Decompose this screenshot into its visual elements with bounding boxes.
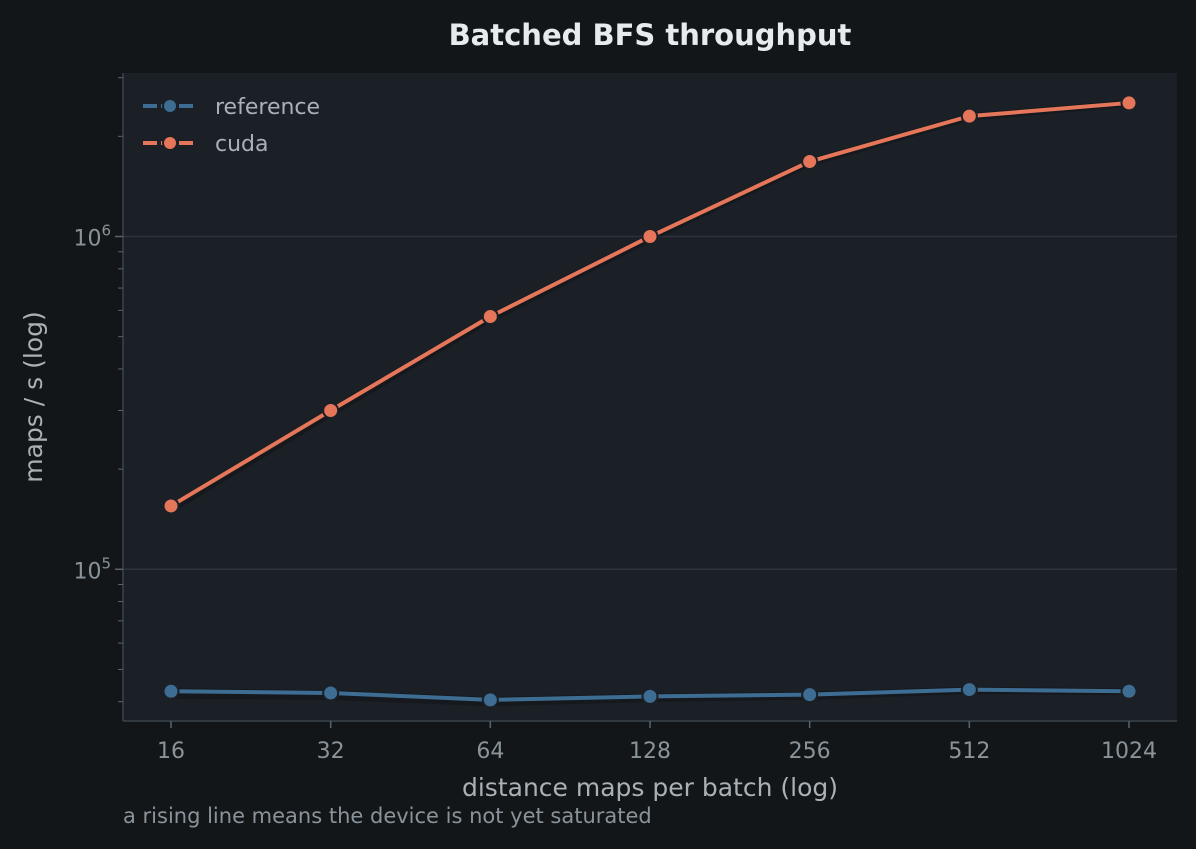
data-point [481,691,499,709]
legend-label: cuda [215,132,269,157]
x-tick-label: 64 [476,739,504,764]
x-tick-label: 128 [629,739,671,764]
legend: reference cuda [143,95,320,157]
legend-label: reference [215,95,320,120]
y-axis-label: maps / s (log) [19,311,48,482]
data-point [162,497,180,515]
y-axis-ticks: 105 106 [73,77,123,703]
data-point [641,687,659,705]
x-axis-label: distance maps per batch (log) [462,773,838,802]
data-point [322,402,340,420]
legend-marker [162,98,178,114]
x-tick-label: 1024 [1101,739,1157,764]
y-tick-label: 105 [73,554,111,584]
data-point [1120,94,1138,112]
data-point [801,686,819,704]
x-tick-label: 256 [789,739,831,764]
x-tick-label: 16 [157,739,185,764]
x-tick-label: 512 [948,739,990,764]
series-lines [162,94,1138,709]
x-tick-label: 32 [317,739,345,764]
y-tick-label: 106 [73,222,111,252]
data-point [960,107,978,125]
x-axis-ticks: 16 32 64 128 256 512 1024 [157,721,1157,764]
data-point [1120,682,1138,700]
data-point [801,153,819,171]
data-point [481,307,499,325]
chart-title: Batched BFS throughput [449,18,852,52]
chart-caption: a rising line means the device is not ye… [123,804,652,828]
data-point [960,681,978,699]
legend-marker [162,135,178,151]
data-point [322,684,340,702]
data-point [641,228,659,246]
plot-area [123,73,1177,721]
data-point [162,682,180,700]
